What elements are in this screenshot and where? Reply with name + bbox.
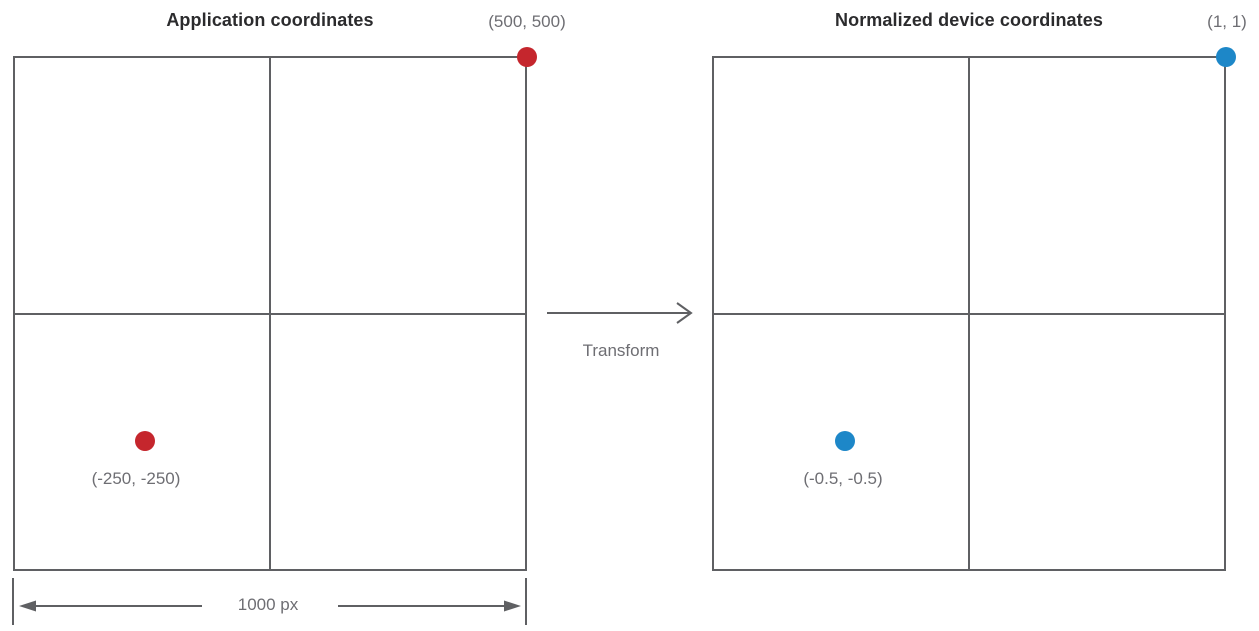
left-corner-point-marker (517, 47, 537, 67)
left-panel-title: Application coordinates (166, 10, 374, 30)
right-panel-title: Normalized device coordinates (835, 10, 1103, 30)
dimension-tick-left (12, 578, 14, 625)
right-corner-point-label: (1, 1) (1207, 12, 1247, 31)
dimension-width-label: 1000 px (237, 595, 299, 614)
transform-label: Transform (582, 341, 660, 360)
right-corner-point-marker (1216, 47, 1236, 67)
right-grid-horizontal-axis (712, 313, 1226, 315)
dimension-tick-right (525, 578, 527, 625)
right-inner-point-marker (835, 431, 855, 451)
left-corner-point-label: (500, 500) (488, 12, 566, 31)
dimension-arrow (19, 600, 521, 612)
left-inner-point-label: (-250, -250) (91, 469, 181, 488)
transform-arrow-icon (547, 302, 693, 324)
left-grid-horizontal-axis (13, 313, 527, 315)
left-inner-point-marker (135, 431, 155, 451)
right-inner-point-label: (-0.5, -0.5) (803, 469, 883, 488)
